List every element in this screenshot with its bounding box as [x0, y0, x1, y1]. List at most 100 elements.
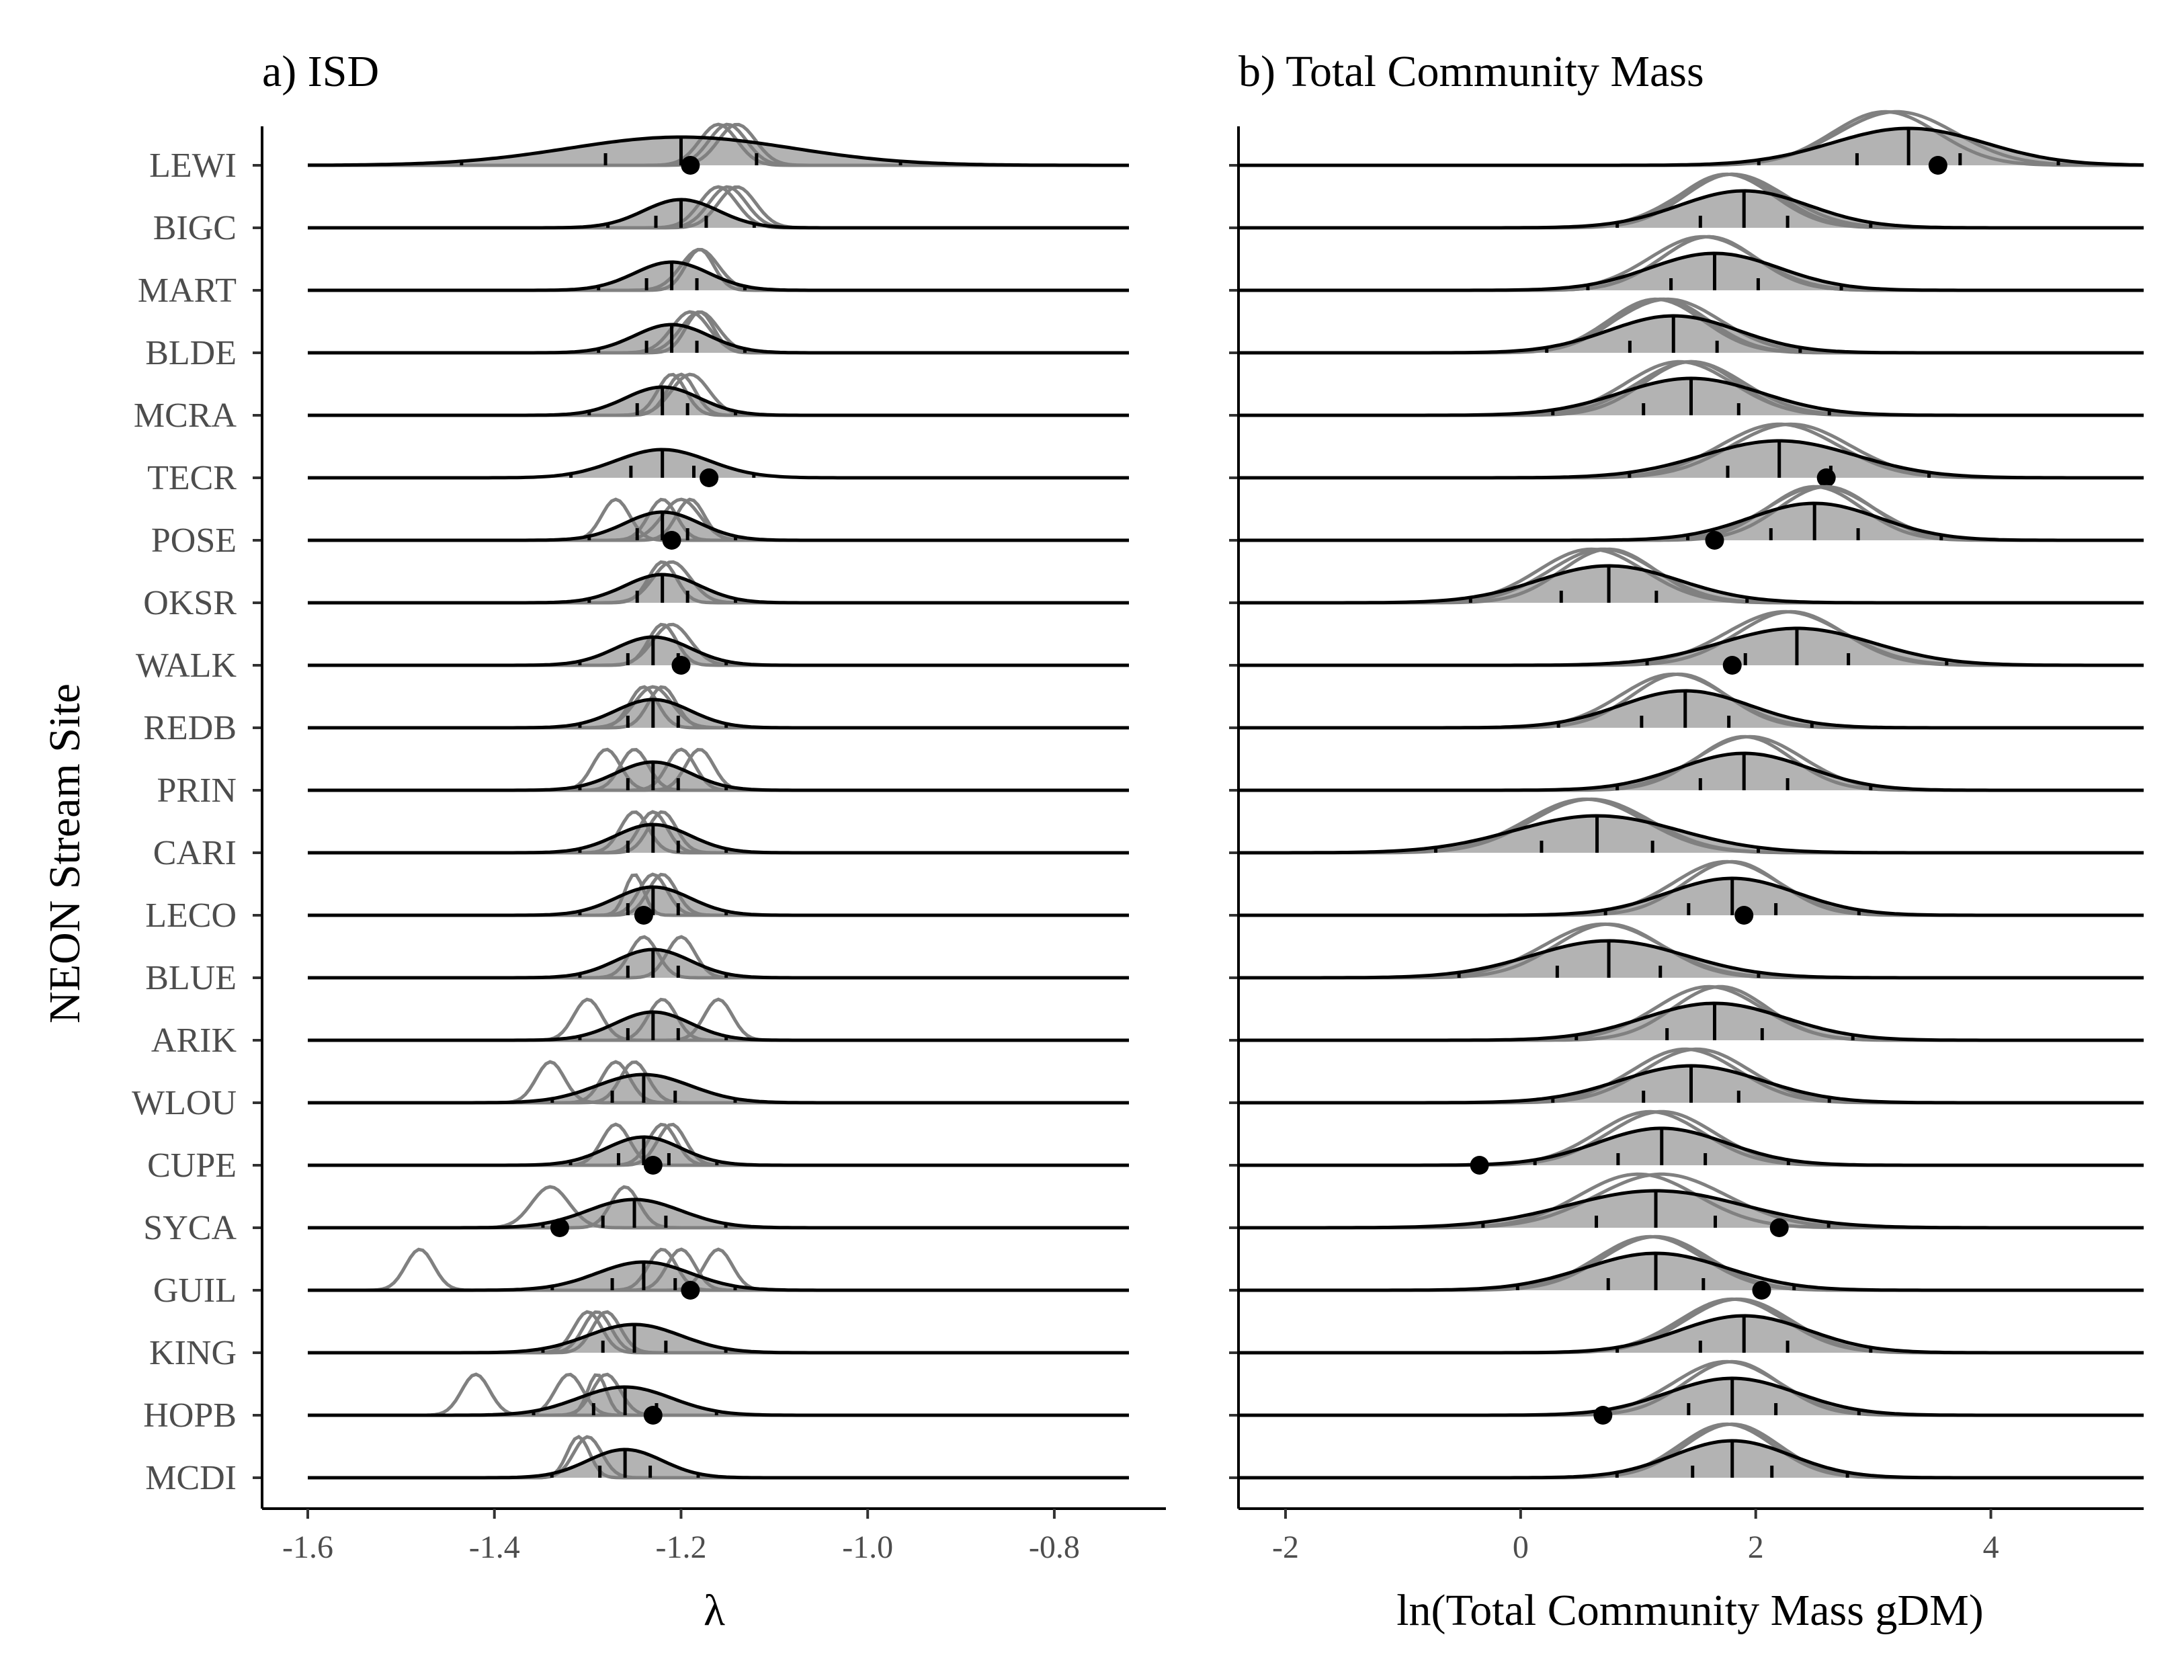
density-area [1238, 1128, 2144, 1165]
site-label: MCRA [134, 396, 237, 435]
observed-point [1470, 1156, 1489, 1175]
density-line [1238, 314, 2144, 355]
ridge-oksr [308, 560, 1129, 605]
density-line [1238, 1314, 2144, 1355]
panel-b-title: b) Total Community Mass [1238, 47, 1704, 96]
density-area [308, 200, 1129, 228]
x-tick-label: -1.6 [282, 1529, 333, 1565]
density-area [1238, 753, 2144, 790]
observed-point [681, 156, 700, 175]
panel-a-isd: a) ISD LEWI BIGC MART BLDE MCRA TECR POSE OKSR W… [132, 47, 1166, 1635]
density-line [308, 1447, 1129, 1480]
ridge-bigc [308, 185, 1129, 230]
density-area [308, 1075, 1129, 1103]
panel-a-title: a) ISD [262, 47, 379, 96]
observed-point [1816, 468, 1836, 487]
site-label: SYCA [143, 1209, 237, 1247]
density-area [1238, 128, 2144, 165]
site-label: BLDE [145, 334, 237, 372]
density-line [1238, 1251, 2144, 1292]
density-line [1238, 876, 2144, 917]
x-tick-label: 0 [1513, 1529, 1529, 1565]
ridge-leco [308, 872, 1129, 925]
ridge-redb [308, 685, 1129, 730]
ridge-blue [308, 935, 1129, 980]
density-line [1238, 126, 2144, 167]
observed-point [662, 531, 681, 550]
density-line [308, 1385, 1129, 1417]
ridge-mcra [308, 372, 1129, 417]
site-label: OKSR [143, 584, 237, 622]
density-line [308, 948, 1129, 980]
observed-point [634, 906, 653, 925]
density-line [308, 1322, 1129, 1355]
density-line [308, 635, 1129, 667]
site-label: PRIN [157, 771, 237, 810]
ridge-bigc [1238, 172, 2144, 230]
ridge-wlou [1238, 1047, 2144, 1105]
site-label: BLUE [145, 959, 237, 997]
y-axis-title: NEON Stream Site [40, 683, 89, 1023]
density-line [308, 760, 1129, 792]
x-tick-label: -0.8 [1029, 1529, 1080, 1565]
site-label: LEWI [149, 146, 237, 185]
density-area [1238, 1003, 2144, 1040]
density-line [308, 448, 1129, 480]
ridge-prin [1238, 734, 2144, 792]
observed-point [681, 1281, 700, 1300]
x-tick-label: -1.4 [469, 1529, 520, 1565]
density-line [1238, 1189, 2144, 1230]
site-label: HOPB [143, 1396, 237, 1435]
density-line [1238, 501, 2144, 542]
panel-a-ridges [308, 122, 1129, 1480]
density-line [1238, 1376, 2144, 1417]
panel-a-x-ticks: -1.6 -1.4 -1.2 -1.0 -0.8 [282, 1509, 1080, 1565]
ridge-walk [308, 622, 1129, 675]
panel-b-x-ticks: -2 0 2 4 [1272, 1509, 1999, 1565]
density-line [1238, 1001, 2144, 1042]
site-label: CUPE [147, 1146, 237, 1185]
ridge-oksr [1238, 547, 2144, 605]
density-line [308, 135, 1129, 167]
ridge-hopb [308, 1372, 1129, 1425]
density-area [1238, 1191, 2144, 1228]
observed-point [1752, 1281, 1771, 1300]
observed-point [1722, 656, 1742, 675]
site-label: LECO [145, 896, 237, 935]
ridge-mcra [1238, 360, 2144, 417]
density-line [308, 573, 1129, 605]
site-label: BIGC [153, 209, 237, 247]
density-area [308, 262, 1129, 290]
density-area [308, 450, 1129, 478]
site-label: WLOU [132, 1084, 237, 1122]
panel-b-ridges [1238, 110, 2144, 1480]
ridge-hopb [1238, 1359, 2144, 1425]
density-area [1238, 691, 2144, 728]
density-area [1238, 253, 2144, 290]
observed-point [1593, 1406, 1613, 1425]
ridge-cupe [1238, 1109, 2144, 1175]
site-label: MART [138, 271, 237, 310]
density-line [1238, 251, 2144, 292]
ridge-lewi [308, 122, 1129, 175]
density-line [1238, 814, 2144, 855]
density-area [1238, 316, 2144, 353]
density-line [308, 198, 1129, 230]
site-label: TECR [147, 459, 237, 497]
density-line [308, 885, 1129, 917]
ridge-arik [1238, 984, 2144, 1042]
ridge-blde [1238, 297, 2144, 355]
site-label: REDB [143, 709, 237, 747]
density-area [308, 575, 1129, 603]
panel-a-site-labels: LEWI BIGC MART BLDE MCRA TECR POSE OKSR WALK REDB… [132, 146, 262, 1497]
panel-b-x-axis-title: ln(Total Community Mass gDM) [1396, 1586, 1984, 1635]
site-label: CARI [153, 834, 237, 872]
ridge-mart [1238, 235, 2144, 292]
ridge-prin [308, 747, 1129, 792]
density-area [1238, 1441, 2144, 1478]
density-line [308, 823, 1129, 855]
x-tick-label: 4 [1983, 1529, 1999, 1565]
x-tick-label: -1.0 [842, 1529, 893, 1565]
ridge-mcdi [308, 1435, 1129, 1480]
